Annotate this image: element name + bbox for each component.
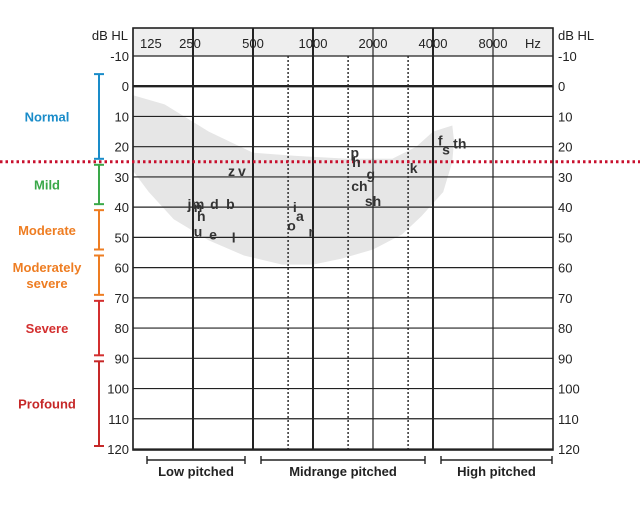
y-tick-label-left: 100 <box>107 382 129 397</box>
x-tick-label: 250 <box>179 36 201 51</box>
speech-sound: d <box>210 196 219 212</box>
speech-sound: f <box>438 133 443 149</box>
speech-sound: i <box>293 199 297 215</box>
speech-banana <box>133 95 454 265</box>
speech-sound: n <box>194 199 203 215</box>
y-tick-label-left: 70 <box>115 291 129 306</box>
y-axis-unit-right: dB HL <box>558 28 594 43</box>
speech-sound: a <box>296 208 304 224</box>
pitch-group-label: Midrange pitched <box>289 464 397 479</box>
y-tick-label-right: 50 <box>558 230 572 245</box>
speech-sound: e <box>209 226 217 242</box>
header-band <box>133 28 553 56</box>
y-tick-label-left: 90 <box>115 351 129 366</box>
speech-sound: j <box>187 196 192 212</box>
y-tick-label-right: 90 <box>558 351 572 366</box>
x-tick-label: 2000 <box>359 36 388 51</box>
x-tick-label: 8000 <box>479 36 508 51</box>
speech-sound: s <box>442 142 450 158</box>
hearing-level-label: severe <box>26 276 67 291</box>
y-tick-label-right: 100 <box>558 382 580 397</box>
pitch-group-label: Low pitched <box>158 464 234 479</box>
pitch-group-label: High pitched <box>457 464 536 479</box>
x-tick-label: 4000 <box>419 36 448 51</box>
speech-sound: b <box>226 196 235 212</box>
speech-sound: k <box>410 160 418 176</box>
speech-sound: u <box>194 223 203 239</box>
plot-border <box>132 27 554 451</box>
speech-sound: l <box>232 229 236 245</box>
hearing-level-label: Moderately <box>13 260 82 275</box>
y-tick-label-right: 120 <box>558 442 580 457</box>
y-tick-label-right: 0 <box>558 79 565 94</box>
speech-sound: h <box>197 208 206 224</box>
y-tick-label-left: 0 <box>122 79 129 94</box>
speech-sound: z <box>228 163 235 179</box>
y-tick-label-right: 20 <box>558 140 572 155</box>
y-tick-label-left: 80 <box>115 321 129 336</box>
speech-sound: ch <box>351 178 367 194</box>
y-tick-label-right: -10 <box>558 49 577 64</box>
y-tick-label-right: 80 <box>558 321 572 336</box>
speech-sound: th <box>453 136 466 152</box>
speech-sound: v <box>238 163 246 179</box>
y-axis-unit-left: dB HL <box>92 28 128 43</box>
hearing-level-label: Normal <box>25 109 70 124</box>
y-tick-label-right: 10 <box>558 109 572 124</box>
y-tick-label-left: 20 <box>115 140 129 155</box>
y-tick-label-left: 40 <box>115 200 129 215</box>
x-axis-unit: Hz <box>525 36 541 51</box>
y-tick-label-right: 30 <box>558 170 572 185</box>
y-tick-label-right: 110 <box>558 412 579 427</box>
speech-sound: g <box>367 166 376 182</box>
hearing-level-label: Moderate <box>18 223 76 238</box>
speech-sound: o <box>287 217 296 233</box>
y-tick-label-left: 30 <box>115 170 129 185</box>
x-tick-label: 1000 <box>299 36 328 51</box>
x-tick-label: 500 <box>242 36 264 51</box>
y-tick-label-left: 60 <box>115 261 129 276</box>
speech-sound: m <box>192 196 204 212</box>
speech-sound: sh <box>365 193 381 209</box>
speech-sound: r <box>309 223 315 239</box>
y-tick-label-left: -10 <box>110 49 129 64</box>
y-tick-label-left: 110 <box>108 412 129 427</box>
hearing-level-label: Severe <box>26 321 69 336</box>
y-tick-label-right: 40 <box>558 200 572 215</box>
y-tick-label-right: 70 <box>558 291 572 306</box>
speech-sound: h <box>352 154 361 170</box>
speech-sound: p <box>350 145 359 161</box>
y-tick-label-left: 10 <box>115 109 129 124</box>
y-tick-label-left: 50 <box>115 230 129 245</box>
x-tick-label: 125 <box>140 36 162 51</box>
hearing-level-label: Mild <box>34 177 60 192</box>
y-tick-label-right: 60 <box>558 261 572 276</box>
y-tick-label-left: 120 <box>107 442 129 457</box>
hearing-level-label: Profound <box>18 397 76 412</box>
